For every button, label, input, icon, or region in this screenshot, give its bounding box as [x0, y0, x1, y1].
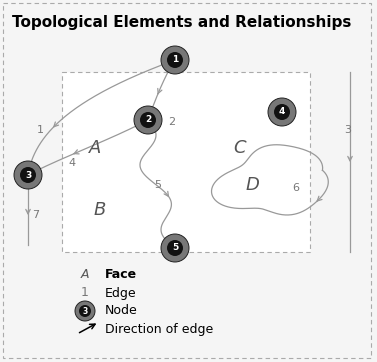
Text: 3: 3 [345, 125, 351, 135]
Text: 1: 1 [172, 55, 178, 64]
Text: B: B [94, 201, 106, 219]
Circle shape [274, 104, 290, 120]
Text: 5: 5 [172, 244, 178, 253]
Text: 1: 1 [81, 286, 89, 299]
Circle shape [167, 240, 183, 256]
Circle shape [75, 301, 95, 321]
Text: Topological Elements and Relationships: Topological Elements and Relationships [12, 14, 351, 29]
Text: 3: 3 [83, 307, 87, 316]
Text: 7: 7 [32, 210, 40, 220]
Text: D: D [245, 176, 259, 194]
Bar [62, 72, 310, 252]
Circle shape [14, 161, 42, 189]
Circle shape [140, 112, 156, 128]
Text: 5: 5 [155, 180, 161, 190]
Circle shape [134, 106, 162, 134]
Text: C: C [234, 139, 246, 157]
Text: 2: 2 [169, 117, 176, 127]
Circle shape [161, 234, 189, 262]
Circle shape [79, 305, 91, 317]
Text: 2: 2 [145, 115, 151, 125]
Text: A: A [89, 139, 101, 157]
Text: Node: Node [105, 304, 138, 317]
Text: Direction of edge: Direction of edge [105, 323, 213, 336]
Text: 3: 3 [25, 171, 31, 180]
Circle shape [161, 46, 189, 74]
Circle shape [20, 167, 36, 183]
Text: Edge: Edge [105, 286, 136, 299]
Text: 4: 4 [279, 108, 285, 117]
Text: 1: 1 [37, 125, 43, 135]
Text: Face: Face [105, 269, 137, 282]
Circle shape [167, 52, 183, 68]
Text: A: A [81, 269, 89, 282]
Text: 4: 4 [69, 158, 75, 168]
Circle shape [268, 98, 296, 126]
Text: 6: 6 [293, 183, 299, 193]
